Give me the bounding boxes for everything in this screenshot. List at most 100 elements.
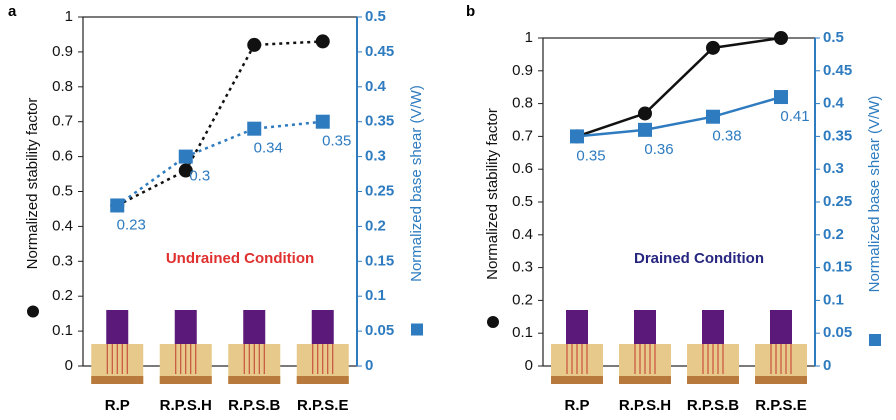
y-tick-label: 0.1 bbox=[512, 324, 533, 341]
data-point bbox=[706, 40, 720, 55]
building bbox=[634, 310, 656, 344]
x-tick-label: R.P.S.B bbox=[687, 397, 739, 414]
y2-legend-marker bbox=[411, 323, 423, 336]
y2-tick-label: 0.25 bbox=[365, 182, 394, 199]
data-point bbox=[638, 122, 652, 137]
building bbox=[174, 310, 197, 344]
y-tick-label: 0.3 bbox=[512, 259, 533, 276]
soil-base bbox=[159, 376, 212, 384]
y2-tick-label: 0.5 bbox=[365, 8, 386, 25]
data-point bbox=[247, 37, 262, 52]
x-tick-label: R.P bbox=[105, 397, 130, 414]
data-label: 0.35 bbox=[576, 147, 605, 164]
y2-tick-label: 0.15 bbox=[823, 259, 852, 276]
y-tick-label: 0.3 bbox=[52, 252, 73, 269]
y2-tick-label: 0.1 bbox=[365, 287, 386, 304]
y2-tick-label: 0.4 bbox=[365, 78, 387, 95]
y2-axis-label: Normalized base shear (V/W) bbox=[866, 96, 883, 293]
building bbox=[311, 310, 334, 344]
data-label: 0.23 bbox=[117, 216, 146, 233]
y-tick-label: 1 bbox=[525, 29, 533, 46]
data-point bbox=[315, 34, 330, 49]
series-line bbox=[576, 36, 782, 138]
y-tick-label: 0.4 bbox=[52, 217, 73, 234]
y2-tick-label: 0.35 bbox=[365, 113, 394, 130]
soil-base bbox=[296, 376, 349, 384]
y2-tick-label: 0.25 bbox=[823, 193, 852, 210]
y2-tick-label: 0.35 bbox=[823, 127, 852, 144]
y-legend-marker bbox=[487, 316, 499, 328]
y-tick-label: 0.9 bbox=[512, 62, 533, 79]
x-tick-label: R.P.S.H bbox=[160, 397, 212, 414]
y-tick-label: 0.8 bbox=[52, 78, 73, 95]
y-tick-label: 0.2 bbox=[52, 287, 73, 304]
y-tick-label: 0 bbox=[525, 357, 533, 374]
x-tick-label: R.P.S.H bbox=[619, 397, 671, 414]
y-tick-label: 0.8 bbox=[512, 95, 533, 112]
data-point bbox=[638, 106, 652, 121]
soil-base bbox=[619, 376, 671, 384]
data-label: 0.38 bbox=[712, 128, 741, 145]
y2-tick-label: 0.4 bbox=[823, 95, 845, 112]
y2-axis-label: Normalized base shear (V/W) bbox=[408, 85, 425, 282]
panel-label: b bbox=[466, 3, 475, 20]
series-line bbox=[116, 40, 323, 207]
y2-tick-label: 0.1 bbox=[823, 291, 844, 308]
y-tick-label: 0.1 bbox=[52, 322, 73, 339]
x-tick-label: R.P bbox=[564, 397, 589, 414]
building bbox=[243, 310, 266, 344]
x-tick-label: R.P.S.E bbox=[755, 397, 806, 414]
x-tick-label: R.P.S.B bbox=[228, 397, 280, 414]
y-tick-label: 0.2 bbox=[512, 291, 533, 308]
soil-base bbox=[687, 376, 739, 384]
y-legend-marker bbox=[27, 305, 39, 318]
y-axis-label: Normalized stability factor bbox=[484, 108, 501, 280]
y2-tick-label: 0 bbox=[823, 357, 831, 374]
y2-tick-label: 0.45 bbox=[823, 62, 852, 79]
series-line bbox=[116, 120, 323, 207]
y-tick-label: 0.4 bbox=[512, 226, 533, 243]
building bbox=[702, 310, 724, 344]
annotation: Drained Condition bbox=[634, 250, 764, 267]
y-tick-label: 0.7 bbox=[512, 127, 533, 144]
data-label: 0.3 bbox=[189, 168, 210, 185]
panel-label: a bbox=[8, 3, 17, 20]
data-label: 0.41 bbox=[780, 108, 809, 125]
data-label: 0.36 bbox=[644, 141, 673, 158]
data-point bbox=[774, 90, 788, 105]
y-tick-label: 0.9 bbox=[52, 43, 73, 60]
building bbox=[770, 310, 792, 344]
data-point bbox=[570, 129, 584, 144]
building bbox=[566, 310, 588, 344]
y-tick-label: 0.5 bbox=[512, 193, 533, 210]
data-point bbox=[110, 198, 125, 213]
soil-base bbox=[228, 376, 281, 384]
data-point bbox=[247, 121, 262, 136]
series-line bbox=[576, 95, 782, 138]
data-point bbox=[178, 163, 193, 178]
data-point bbox=[774, 31, 788, 45]
y-tick-label: 0 bbox=[65, 357, 73, 374]
soil-base bbox=[91, 376, 144, 384]
y-tick-label: 0.6 bbox=[512, 160, 533, 177]
data-point bbox=[178, 149, 193, 164]
y2-tick-label: 0.3 bbox=[823, 160, 844, 177]
data-label: 0.34 bbox=[254, 140, 283, 157]
data-point bbox=[315, 114, 330, 129]
soil-base bbox=[755, 376, 807, 384]
y-tick-label: 0.5 bbox=[52, 182, 73, 199]
y2-tick-label: 0 bbox=[365, 357, 373, 374]
data-label: 0.35 bbox=[322, 133, 351, 150]
y2-tick-label: 0.05 bbox=[365, 322, 394, 339]
x-tick-label: R.P.S.E bbox=[297, 397, 348, 414]
annotation: Undrained Condition bbox=[166, 250, 314, 267]
y2-tick-label: 0.45 bbox=[365, 43, 394, 60]
y-axis-label: Normalized stability factor bbox=[24, 98, 41, 270]
y2-tick-label: 0.05 bbox=[823, 324, 852, 341]
y-tick-label: 1 bbox=[65, 8, 73, 25]
building bbox=[106, 310, 129, 344]
y2-tick-label: 0.2 bbox=[823, 226, 844, 243]
y-tick-label: 0.6 bbox=[52, 148, 73, 165]
y2-tick-label: 0.3 bbox=[365, 148, 386, 165]
